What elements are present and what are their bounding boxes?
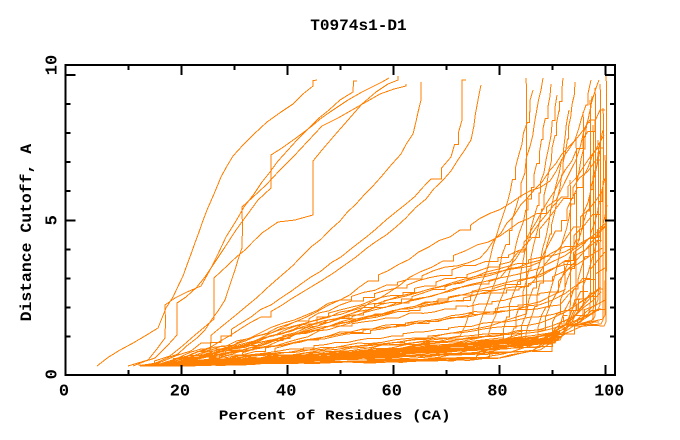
svg-text:60: 60 <box>381 382 401 401</box>
svg-text:10: 10 <box>43 55 62 75</box>
svg-text:80: 80 <box>487 382 507 401</box>
svg-text:5: 5 <box>43 215 62 225</box>
svg-text:Distance Cutoff, A: Distance Cutoff, A <box>18 143 36 321</box>
svg-text:40: 40 <box>276 382 296 401</box>
svg-text:T0974s1-D1: T0974s1-D1 <box>310 17 407 35</box>
svg-text:Percent of Residues (CA): Percent of Residues (CA) <box>219 410 451 425</box>
svg-text:100: 100 <box>594 382 624 401</box>
svg-text:0: 0 <box>59 382 69 401</box>
svg-text:0: 0 <box>43 369 62 379</box>
svg-text:20: 20 <box>170 382 190 401</box>
